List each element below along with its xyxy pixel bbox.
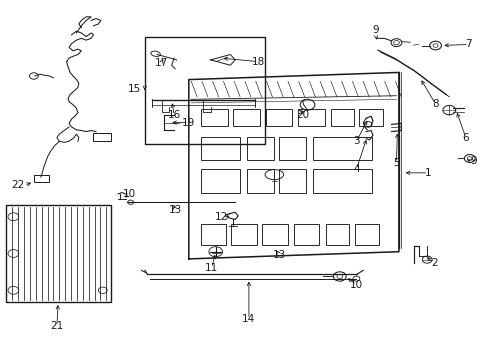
Text: 20: 20 [296,110,309,120]
Bar [145,37,265,144]
Bar [93,133,111,141]
Text: 9: 9 [471,156,477,166]
Text: 19: 19 [182,118,196,128]
Bar [5,205,111,302]
Bar [359,109,383,126]
Text: 13: 13 [169,206,182,216]
Text: 12: 12 [215,212,228,221]
Bar [262,224,288,244]
Text: 2: 2 [432,258,438,268]
Bar [34,175,49,182]
Bar [201,137,240,160]
Text: 10: 10 [123,189,136,199]
Bar [279,169,306,193]
Bar [266,109,293,126]
Bar [355,224,379,244]
Bar [298,109,325,126]
Text: 14: 14 [242,314,255,324]
Text: 5: 5 [393,158,400,168]
Text: 6: 6 [463,133,469,143]
Text: 10: 10 [350,280,363,290]
Text: 11: 11 [205,263,219,273]
Text: 16: 16 [168,111,181,121]
Text: 13: 13 [272,249,286,260]
Text: 22: 22 [11,180,24,190]
Bar [231,224,257,244]
Bar [201,224,226,244]
Text: 18: 18 [252,57,265,67]
Bar [201,109,228,126]
Bar [279,137,306,160]
Text: 3: 3 [353,136,360,146]
Bar [201,169,240,193]
Text: 1: 1 [425,168,432,178]
Bar [314,137,372,160]
Bar [247,169,274,193]
Text: 8: 8 [432,99,439,109]
Bar [233,109,260,126]
Bar [314,169,372,193]
Text: 15: 15 [128,84,142,94]
Bar [326,224,349,244]
Text: 4: 4 [353,164,360,174]
Bar [247,137,274,160]
Text: 7: 7 [466,40,472,49]
Text: 9: 9 [372,25,379,35]
Text: 21: 21 [50,321,64,331]
Text: 17: 17 [154,58,168,68]
Bar [331,109,354,126]
Bar [294,224,319,244]
